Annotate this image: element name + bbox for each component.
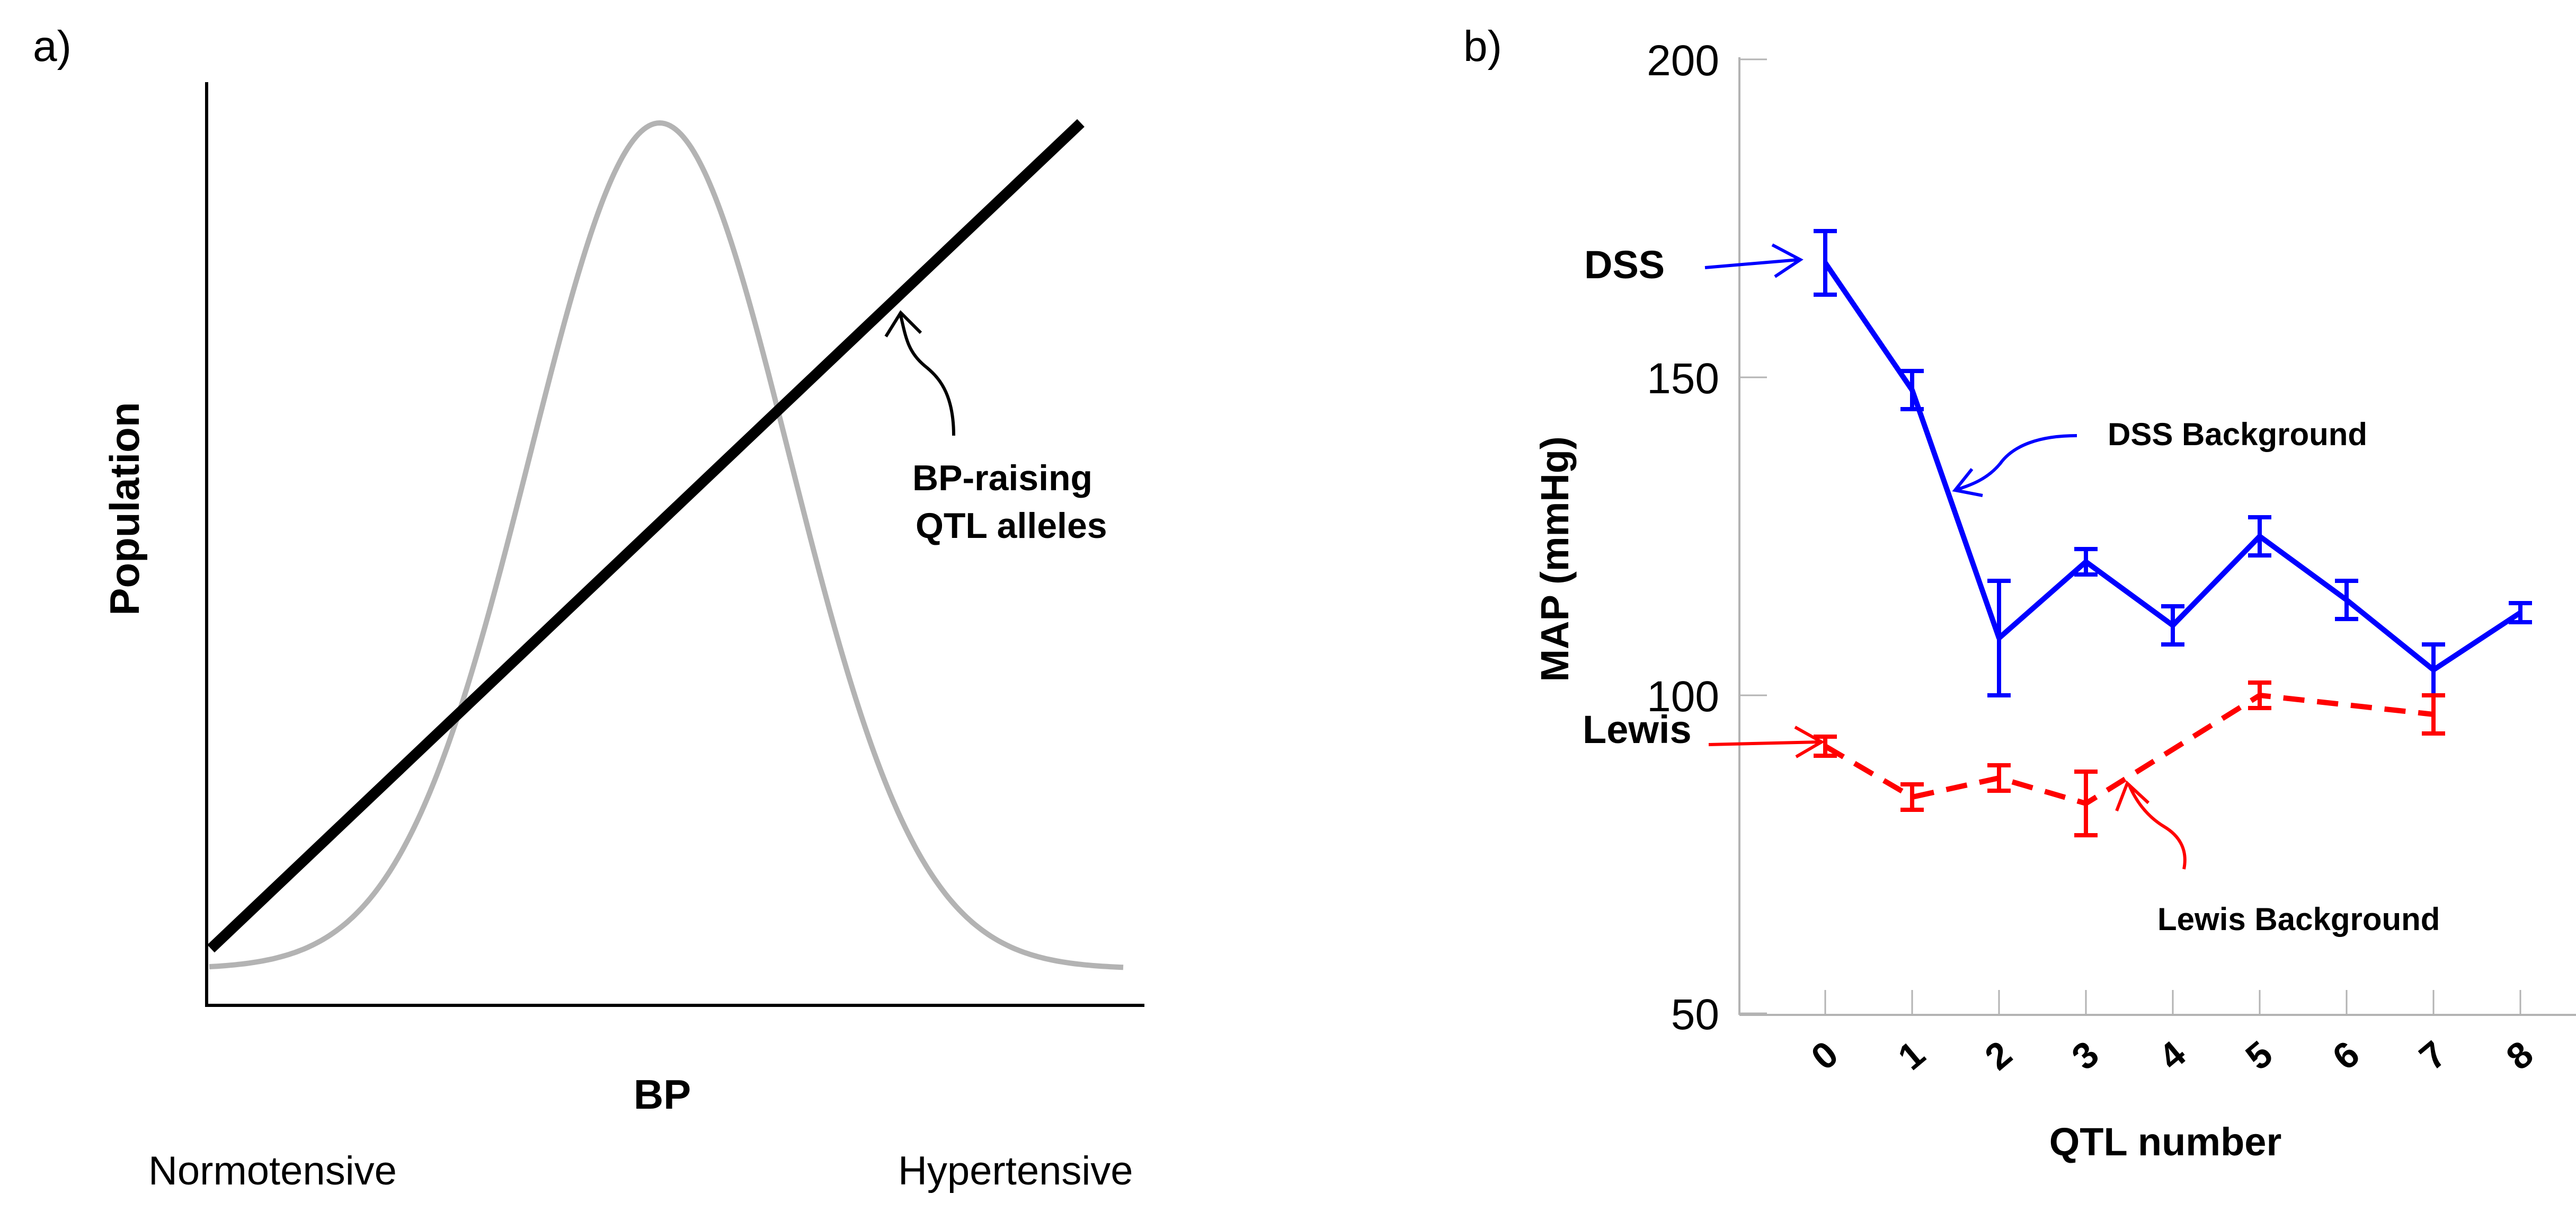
lewis-error-bar	[1814, 735, 1837, 758]
dss-error-bar	[2509, 601, 2532, 624]
lewis-error-bar	[2422, 693, 2445, 736]
dss-error-bar	[1814, 229, 1837, 297]
lewis-error-bar	[1900, 782, 1924, 812]
dss-error-bar	[1987, 579, 2011, 697]
lewis-error-bar	[2248, 680, 2271, 710]
panel-b-x-label: QTL number	[2049, 1120, 2282, 1164]
annotation-arrowhead	[884, 310, 922, 338]
y-tick-label: 100	[1647, 673, 1719, 721]
lewis-background-arrow	[2127, 783, 2187, 870]
panel-b-y-label: MAP (mmHg)	[1533, 436, 1577, 682]
dss-background-label: DSS Background	[2108, 417, 2367, 452]
y-tick-label: 150	[1647, 355, 1719, 403]
y-tick-label: 50	[1671, 991, 1719, 1039]
lewis-error-bar	[2074, 770, 2098, 837]
dss-error-bar	[2074, 547, 2098, 577]
x-tick-label: 6	[2325, 1033, 2367, 1078]
dss-error-bar	[2422, 642, 2445, 697]
dss-label: DSS	[1584, 243, 1665, 287]
dss-background-arrowhead	[1952, 468, 1983, 497]
x-tick-label: 3	[2064, 1033, 2107, 1078]
annotation-line2: QTL alleles	[916, 506, 1107, 546]
dss-error-bar	[1900, 369, 1924, 411]
lewis-arrowhead	[1794, 726, 1825, 758]
dss-arrowhead	[1771, 243, 1804, 278]
bp-raising-line	[207, 119, 1085, 953]
lewis-background-arrowhead	[2115, 780, 2150, 812]
x-tick-label: 5	[2238, 1033, 2280, 1078]
x-tick-label: 8	[2499, 1033, 2541, 1078]
bell-curve	[209, 120, 1124, 970]
x-tick-label: 2	[1977, 1033, 2020, 1078]
lewis-error-bar	[1987, 763, 2011, 793]
x-tick-label: 4	[2151, 1033, 2193, 1078]
x-tick-label: 7	[2412, 1033, 2454, 1078]
panel-a-y-label: Population	[101, 402, 148, 616]
dss-arrow-shaft	[1704, 258, 1799, 269]
dss-error-bar	[2161, 604, 2184, 647]
y-tick-label: 200	[1647, 37, 1719, 85]
lewis-series-line	[1824, 693, 2434, 806]
panel-a-x-label: BP	[634, 1071, 691, 1118]
normotensive-label: Normotensive	[148, 1148, 397, 1193]
hypertensive-label: Hypertensive	[898, 1148, 1133, 1193]
x-tick-label: 0	[1804, 1033, 1846, 1078]
lewis-background-label: Lewis Background	[2157, 901, 2440, 937]
panel-a: a) BP-raising QTL alleles Population BP …	[33, 22, 1144, 1193]
dss-error-bar	[2248, 515, 2271, 558]
annotation-line1: BP-raising	[912, 458, 1092, 498]
dss-background-arrow	[1955, 434, 2077, 492]
x-tick-label: 1	[1890, 1033, 1933, 1078]
lewis-arrow-shaft	[1708, 740, 1820, 746]
panel-b-y-ticks: 50 100 150 200	[1647, 37, 1767, 1039]
panel-a-label: a)	[33, 22, 72, 70]
lewis-label: Lewis	[1583, 708, 1692, 751]
dss-error-bar	[2335, 579, 2358, 621]
panel-b-series	[1814, 229, 2532, 837]
annotation-arrow	[899, 315, 955, 436]
panel-b-label: b)	[1463, 22, 1502, 70]
